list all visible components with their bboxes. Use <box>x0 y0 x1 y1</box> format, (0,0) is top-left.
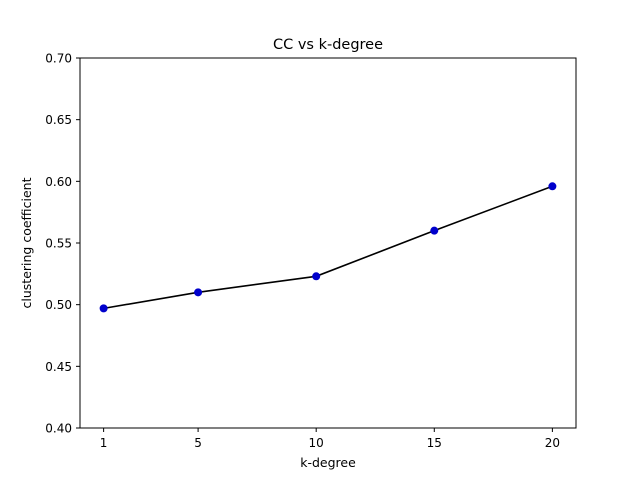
y-tick-label: 0.50 <box>45 298 72 312</box>
y-tick-label: 0.40 <box>45 422 72 436</box>
y-axis-label: clustering coefficient <box>19 177 34 308</box>
y-tick-label: 0.45 <box>45 360 72 374</box>
x-axis-label: k-degree <box>300 455 356 470</box>
y-tick-label: 0.60 <box>45 175 72 189</box>
data-point <box>548 182 557 191</box>
x-tick-label: 1 <box>100 436 108 450</box>
data-point <box>430 226 439 235</box>
data-point <box>312 272 321 281</box>
data-point <box>99 304 108 313</box>
data-point <box>194 288 203 297</box>
y-tick-label: 0.55 <box>45 237 72 251</box>
x-tick-label: 5 <box>194 436 202 450</box>
x-axis: 1 5 10 15 20 <box>100 428 560 450</box>
series-markers <box>99 182 557 313</box>
x-tick-label: 15 <box>427 436 442 450</box>
plot-area <box>79 57 577 429</box>
y-tick-label: 0.65 <box>45 113 72 127</box>
y-axis: 0.40 0.45 0.50 0.55 0.60 0.65 0.70 <box>45 52 80 436</box>
x-tick-label: 20 <box>545 436 560 450</box>
x-tick-label: 10 <box>309 436 324 450</box>
y-tick-label: 0.70 <box>45 52 72 66</box>
chart-title: CC vs k-degree <box>273 37 383 53</box>
